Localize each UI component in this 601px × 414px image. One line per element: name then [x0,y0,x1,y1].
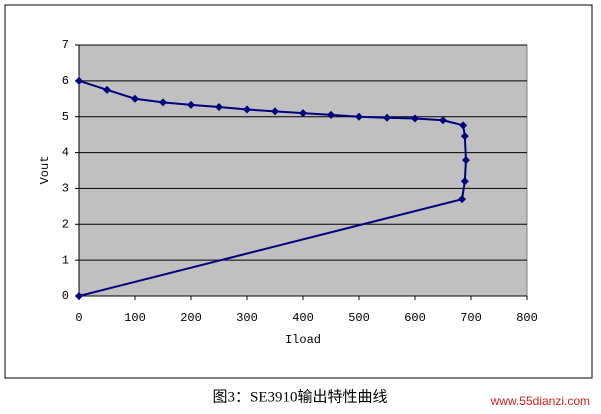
y-tick-label: 6 [62,74,69,88]
y-tick-label: 5 [62,110,69,124]
x-tick-label: 700 [460,311,482,325]
point-marker [187,100,195,109]
point-marker [355,112,363,121]
x-tick-label: 300 [236,311,258,325]
point-marker [383,113,391,122]
point-marker [75,292,83,300]
point-marker [439,116,447,125]
x-tick-label: 0 [75,311,82,325]
x-tick-label: 200 [180,311,202,325]
y-tick-label: 0 [62,289,69,303]
plot-area [78,44,528,297]
point-marker [327,110,335,119]
point-marker [215,103,223,112]
x-tick-label: 100 [124,311,146,325]
x-axis-label: Iload [285,333,321,347]
point-marker [131,94,139,103]
caption: 图3：SE3910输出特性曲线 [212,388,387,405]
watermark: www.55dianzi.com [490,394,590,408]
point-marker [460,177,469,186]
point-marker [411,114,419,123]
point-marker [103,85,111,94]
point-marker [75,76,83,85]
point-marker [159,98,167,107]
y-tick-label: 3 [62,182,69,196]
point-marker [271,107,279,116]
y-tick-label: 4 [62,146,69,160]
point-marker [458,195,467,204]
y-tick-label: 7 [62,38,69,52]
point-marker [461,156,470,165]
y-axis-label: Vout [38,156,52,185]
point-marker [243,105,251,114]
x-tick-label: 500 [348,311,370,325]
y-tick-label: 1 [62,253,69,267]
series-line [78,79,467,297]
point-marker [460,132,469,141]
y-tick-label: 2 [62,217,69,231]
point-marker [459,121,468,130]
x-tick-label: 400 [292,311,314,325]
x-tick-label: 800 [516,311,538,325]
x-tick-label: 600 [404,311,426,325]
point-marker [299,109,307,118]
